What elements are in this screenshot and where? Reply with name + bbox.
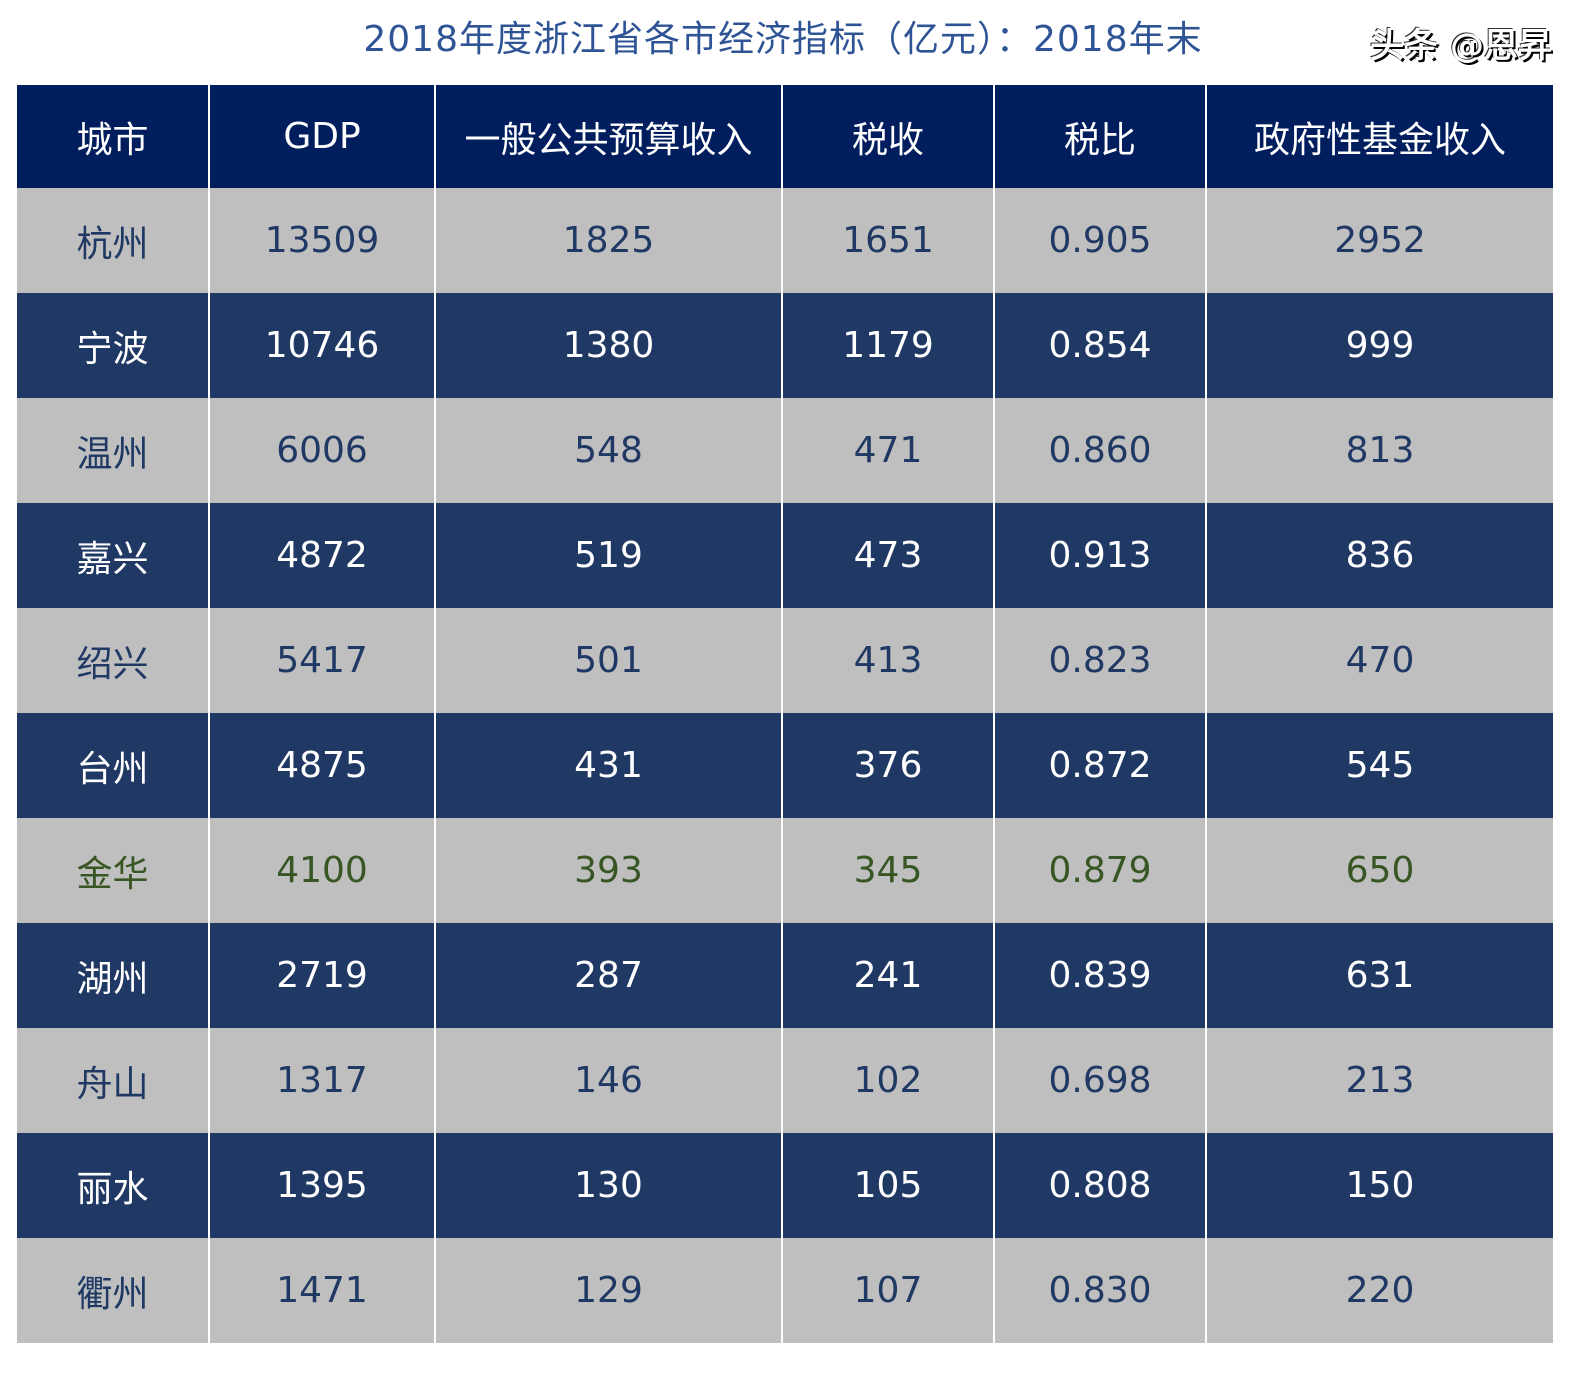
- city-cell: 嘉兴: [15, 503, 210, 608]
- city-cell: 杭州: [15, 188, 210, 293]
- value-cell: 105: [781, 1133, 995, 1238]
- value-cell: 5417: [208, 608, 436, 713]
- value-cell: 102: [781, 1028, 995, 1133]
- value-cell: 0.830: [993, 1238, 1207, 1343]
- value-cell: 4872: [208, 503, 436, 608]
- value-cell: 0.905: [993, 188, 1207, 293]
- value-cell: 999: [1205, 293, 1555, 398]
- city-cell: 温州: [15, 398, 210, 503]
- table-row: 杭州 13509 1825 1651 0.905 2952: [15, 188, 1555, 293]
- value-cell: 13509: [208, 188, 436, 293]
- column-header: 一般公共预算收入: [434, 85, 783, 188]
- value-cell: 545: [1205, 713, 1555, 818]
- economic-indicators-table: 城市 GDP 一般公共预算收入 税收 税比 政府性基金收入 杭州 13509 1825 1651…: [15, 85, 1555, 1343]
- value-cell: 10746: [208, 293, 436, 398]
- value-cell: 1317: [208, 1028, 436, 1133]
- column-header: 税收: [781, 85, 995, 188]
- value-cell: 471: [781, 398, 995, 503]
- value-cell: 1651: [781, 188, 995, 293]
- table-row: 温州 6006 548 471 0.860 813: [15, 398, 1555, 503]
- value-cell: 2952: [1205, 188, 1555, 293]
- value-cell: 0.854: [993, 293, 1207, 398]
- value-cell: 4100: [208, 818, 436, 923]
- city-cell: 台州: [15, 713, 210, 818]
- value-cell: 287: [434, 923, 783, 1028]
- table-row: 嘉兴 4872 519 473 0.913 836: [15, 503, 1555, 608]
- value-cell: 1395: [208, 1133, 436, 1238]
- value-cell: 0.839: [993, 923, 1207, 1028]
- value-cell: 146: [434, 1028, 783, 1133]
- value-cell: 0.879: [993, 818, 1207, 923]
- city-cell: 舟山: [15, 1028, 210, 1133]
- value-cell: 1380: [434, 293, 783, 398]
- table-row: 台州 4875 431 376 0.872 545: [15, 713, 1555, 818]
- value-cell: 220: [1205, 1238, 1555, 1343]
- value-cell: 431: [434, 713, 783, 818]
- city-cell: 丽水: [15, 1133, 210, 1238]
- value-cell: 413: [781, 608, 995, 713]
- table-row: 金华 4100 393 345 0.879 650: [15, 818, 1555, 923]
- value-cell: 501: [434, 608, 783, 713]
- value-cell: 1471: [208, 1238, 436, 1343]
- city-cell: 宁波: [15, 293, 210, 398]
- column-header: 税比: [993, 85, 1207, 188]
- value-cell: 473: [781, 503, 995, 608]
- value-cell: 107: [781, 1238, 995, 1343]
- value-cell: 150: [1205, 1133, 1555, 1238]
- table-row: 衢州 1471 129 107 0.830 220: [15, 1238, 1555, 1343]
- city-cell: 金华: [15, 818, 210, 923]
- value-cell: 0.823: [993, 608, 1207, 713]
- value-cell: 1825: [434, 188, 783, 293]
- value-cell: 130: [434, 1133, 783, 1238]
- value-cell: 0.913: [993, 503, 1207, 608]
- value-cell: 2719: [208, 923, 436, 1028]
- header-row: 城市 GDP 一般公共预算收入 税收 税比 政府性基金收入: [15, 85, 1555, 188]
- value-cell: 376: [781, 713, 995, 818]
- value-cell: 393: [434, 818, 783, 923]
- value-cell: 836: [1205, 503, 1555, 608]
- city-cell: 绍兴: [15, 608, 210, 713]
- value-cell: 1179: [781, 293, 995, 398]
- value-cell: 0.872: [993, 713, 1207, 818]
- city-cell: 衢州: [15, 1238, 210, 1343]
- value-cell: 129: [434, 1238, 783, 1343]
- value-cell: 470: [1205, 608, 1555, 713]
- value-cell: 519: [434, 503, 783, 608]
- column-header: 城市: [15, 85, 210, 188]
- value-cell: 4875: [208, 713, 436, 818]
- table-row: 舟山 1317 146 102 0.698 213: [15, 1028, 1555, 1133]
- table-row: 丽水 1395 130 105 0.808 150: [15, 1133, 1555, 1238]
- value-cell: 6006: [208, 398, 436, 503]
- value-cell: 213: [1205, 1028, 1555, 1133]
- table-row: 湖州 2719 287 241 0.839 631: [15, 923, 1555, 1028]
- city-cell: 湖州: [15, 923, 210, 1028]
- value-cell: 813: [1205, 398, 1555, 503]
- value-cell: 241: [781, 923, 995, 1028]
- value-cell: 0.808: [993, 1133, 1207, 1238]
- table-row: 绍兴 5417 501 413 0.823 470: [15, 608, 1555, 713]
- watermark: 头条 @恩昇: [1370, 26, 1552, 66]
- column-header: 政府性基金收入: [1205, 85, 1555, 188]
- value-cell: 631: [1205, 923, 1555, 1028]
- value-cell: 0.698: [993, 1028, 1207, 1133]
- table-title: 2018年度浙江省各市经济指标（亿元）：2018年末: [363, 19, 1203, 60]
- value-cell: 650: [1205, 818, 1555, 923]
- column-header: GDP: [208, 85, 436, 188]
- table-row: 宁波 10746 1380 1179 0.854 999: [15, 293, 1555, 398]
- value-cell: 548: [434, 398, 783, 503]
- value-cell: 0.860: [993, 398, 1207, 503]
- value-cell: 345: [781, 818, 995, 923]
